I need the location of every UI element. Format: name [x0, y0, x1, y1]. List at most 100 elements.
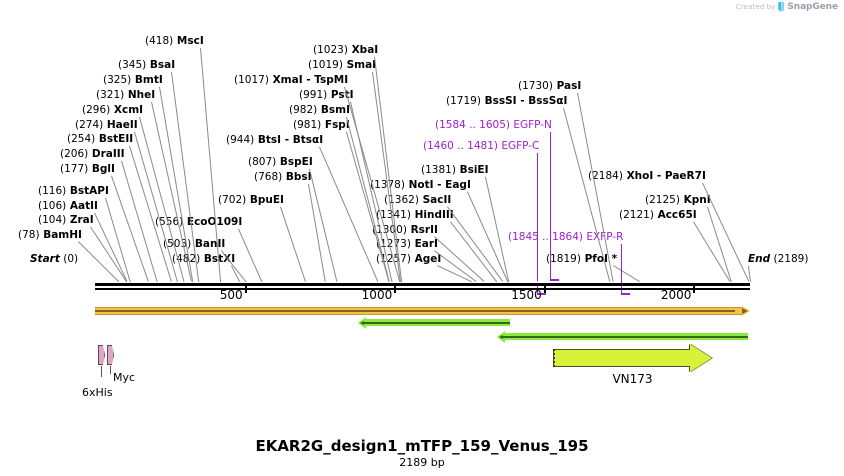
enzyme-site-position: (982) — [289, 104, 318, 116]
enzyme-site-position: (254) — [67, 133, 96, 145]
enzyme-site-label[interactable]: (503) BanII — [163, 239, 225, 250]
tag-label-myc: Myc — [113, 371, 136, 384]
enzyme-site-label[interactable]: (104) ZraI — [38, 215, 94, 226]
enzyme-site-label[interactable]: (345) BsaI — [118, 60, 175, 71]
enzyme-site-position: (177) — [60, 163, 89, 175]
enzyme-leader-line — [280, 206, 306, 282]
enzyme-leader-line — [94, 212, 128, 282]
enzyme-site-label[interactable]: (2121) Acc65I — [619, 210, 697, 221]
enzyme-site-label[interactable]: (296) XcmI — [82, 105, 143, 116]
enzyme-site-name: NotI - EagI — [404, 179, 471, 191]
primer-arrow-2[interactable] — [497, 330, 748, 343]
enzyme-site-position: (503) — [163, 238, 192, 250]
enzyme-site-position: (418) — [145, 35, 174, 47]
primer-site-range: (1845 .. 1864) — [508, 231, 583, 243]
enzyme-site-label[interactable]: (1730) PasI — [518, 81, 581, 92]
enzyme-site-label[interactable]: (1381) BsiEI — [421, 165, 489, 176]
tag-feature-6xhis[interactable] — [98, 345, 105, 365]
enzyme-site-position: (325) — [103, 74, 132, 86]
enzyme-site-label[interactable]: (1719) BssSI - BssSαI — [446, 96, 567, 107]
enzyme-site-label[interactable]: (768) BbsI — [254, 172, 312, 183]
enzyme-site-label[interactable]: (206) DraIII — [60, 149, 125, 160]
orf-inner-line — [95, 310, 735, 312]
enzyme-site-label[interactable]: (1341) HindIII — [376, 210, 454, 221]
enzyme-site-position: (1362) — [384, 194, 419, 206]
primer-arrow-1[interactable] — [358, 316, 510, 329]
watermark-brand: SnapGene — [787, 2, 838, 12]
enzyme-site-label[interactable]: (274) HaeII — [75, 120, 138, 131]
enzyme-site-name: BspEI — [276, 156, 313, 168]
enzyme-site-name: FspI — [321, 119, 350, 131]
cds-feature-vn173[interactable] — [553, 344, 712, 372]
enzyme-site-name: DraIII — [88, 148, 125, 160]
enzyme-site-name: NheI — [124, 89, 156, 101]
enzyme-site-position: (556) — [155, 216, 184, 228]
sequence-ruler-underline — [95, 288, 750, 290]
enzyme-site-label[interactable]: (1819) PfoI * — [546, 254, 617, 265]
cds-arrowhead-icon — [690, 344, 712, 372]
enzyme-site-name: ZraI — [66, 214, 94, 226]
enzyme-site-label[interactable]: (177) BglI — [60, 164, 115, 175]
primer-leader-line — [537, 153, 539, 281]
enzyme-site-label[interactable]: (981) FspI — [293, 120, 350, 131]
primer-site-name: EGFP-N — [510, 119, 552, 131]
primer-shaft — [364, 319, 510, 326]
enzyme-site-name: AatII — [66, 200, 98, 212]
enzyme-site-label[interactable]: (1300) RsrII — [372, 225, 438, 236]
enzyme-site-label[interactable]: (1362) SacII — [384, 195, 451, 206]
enzyme-site-label[interactable]: (944) BtsI - BtsαI — [226, 135, 323, 146]
sequence-end-name: End — [748, 253, 771, 265]
enzyme-site-label[interactable]: (1273) EarI — [376, 239, 438, 250]
enzyme-site-label[interactable]: (1019) SmaI — [308, 60, 376, 71]
enzyme-leader-line — [238, 228, 263, 282]
ruler-tick — [244, 285, 247, 293]
enzyme-site-position: (1719) — [446, 95, 481, 107]
enzyme-site-name: BstEII — [95, 133, 134, 145]
enzyme-site-position: (106) — [38, 200, 67, 212]
tag-feature-myc[interactable] — [107, 345, 114, 365]
enzyme-site-label[interactable]: (254) BstEII — [67, 134, 133, 145]
enzyme-site-name: BpuEI — [246, 194, 284, 206]
enzyme-site-position: (807) — [248, 156, 277, 168]
enzyme-site-name: BsmI — [317, 104, 350, 116]
enzyme-site-label[interactable]: (321) NheI — [96, 90, 155, 101]
enzyme-site-label[interactable]: (807) BspEI — [248, 157, 313, 168]
enzyme-site-name: BstAPI — [66, 185, 109, 197]
tag-leader-6xhis — [101, 366, 102, 377]
enzyme-site-label[interactable]: (1378) NotI - EagI — [370, 180, 471, 191]
enzyme-site-label[interactable]: (2125) KpnI — [645, 195, 711, 206]
ruler-tick — [394, 285, 397, 293]
primer-leader-line — [621, 244, 623, 283]
tag-label-6xhis: 6xHis — [82, 386, 113, 399]
enzyme-site-label[interactable]: (2184) XhoI - PaeR7I — [588, 171, 706, 182]
enzyme-site-label[interactable]: (1017) XmaI - TspMI — [234, 75, 348, 86]
orf-feature[interactable] — [95, 306, 750, 316]
enzyme-site-label[interactable]: (991) PstI — [299, 90, 354, 101]
sequence-end-position: (2189) — [770, 253, 809, 265]
enzyme-site-label[interactable]: (325) BmtI — [103, 75, 163, 86]
enzyme-site-label[interactable]: (702) BpuEI — [218, 195, 284, 206]
enzyme-site-name: XbaI — [347, 44, 379, 56]
primer-site-label[interactable]: (1460 .. 1481) EGFP-C — [423, 141, 539, 152]
enzyme-site-name: BamHI — [39, 229, 82, 241]
enzyme-site-label[interactable]: (106) AatII — [38, 201, 98, 212]
enzyme-site-position: (274) — [75, 119, 104, 131]
enzyme-site-label[interactable]: (1023) XbaI — [313, 45, 378, 56]
primer-site-label[interactable]: (1584 .. 1605) EGFP-N — [435, 120, 552, 131]
enzyme-site-label[interactable]: (116) BstAPI — [38, 186, 109, 197]
page-subtitle: 2189 bp — [399, 456, 445, 469]
enzyme-site-label[interactable]: (418) MscI — [145, 36, 204, 47]
enzyme-site-label[interactable]: (78) BamHI — [18, 230, 82, 241]
enzyme-site-name: Acc65I — [653, 209, 697, 221]
primer-foot-mark — [537, 293, 546, 295]
enzyme-site-label[interactable]: (982) BsmI — [289, 105, 350, 116]
enzyme-site-position: (1381) — [421, 164, 456, 176]
sequence-end-label[interactable]: End (2189) — [748, 254, 808, 265]
enzyme-site-label[interactable]: Start (0) — [30, 254, 78, 265]
ruler-tick-label: 1000 — [361, 288, 393, 302]
enzyme-site-name: BtsI - BtsαI — [254, 134, 324, 146]
watermark-prefix: Created by — [735, 3, 776, 11]
enzyme-site-name: BbsI — [282, 171, 312, 183]
enzyme-site-name: PstI — [327, 89, 354, 101]
cds-body — [553, 349, 690, 367]
